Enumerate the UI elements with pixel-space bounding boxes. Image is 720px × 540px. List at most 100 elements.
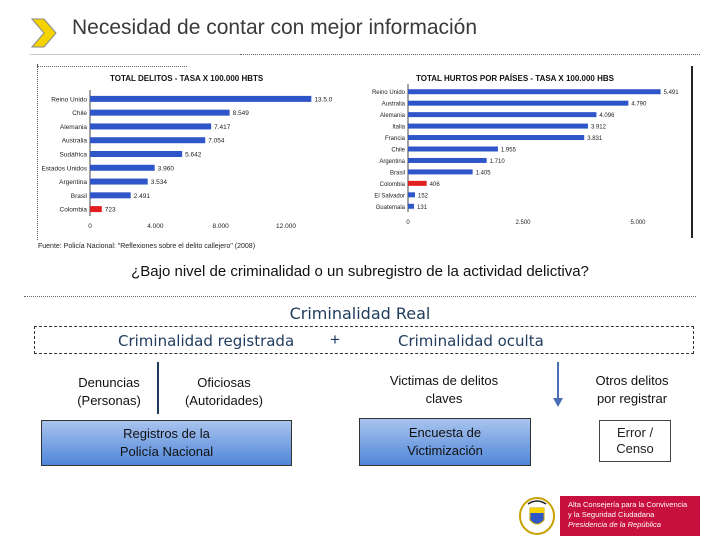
data-label: 131 bbox=[417, 205, 428, 211]
bar bbox=[408, 203, 415, 209]
category-label: Brasil bbox=[71, 193, 88, 200]
question-text: ¿Bajo nivel de criminalidad o un subregi… bbox=[131, 263, 589, 280]
plus-sign: + bbox=[330, 330, 340, 349]
denuncias-line-1: Denuncias bbox=[78, 375, 140, 390]
criminalidad-registrada-label: Criminalidad registrada bbox=[118, 332, 295, 350]
error-line-2: Censo bbox=[616, 441, 654, 456]
registros-line-2: Policía Nacional bbox=[119, 444, 214, 459]
data-label: 3.912 bbox=[591, 125, 607, 131]
category-label: Estados Unidos bbox=[41, 165, 87, 172]
category-label: Argentina bbox=[59, 179, 87, 186]
denuncias-line-2: (Personas) bbox=[77, 393, 141, 408]
header-divider bbox=[240, 54, 700, 55]
category-label: Brasil bbox=[390, 170, 405, 176]
category-label: Sudáfrica bbox=[60, 152, 88, 159]
data-label: 3.534 bbox=[151, 179, 168, 186]
oficiosas-line-1: Oficiosas bbox=[197, 375, 251, 390]
tick-label: 0 bbox=[406, 220, 410, 226]
chevron-right-icon bbox=[30, 18, 57, 48]
header-divider-left bbox=[30, 54, 240, 55]
chart-total-delitos-svg: Reino Unido 13.5.0 Chile 8.549 Alemania 7.417… bbox=[41, 90, 333, 230]
data-label: 1.955 bbox=[501, 148, 517, 154]
source-note: Fuente: Policía Nacional: "Reflexiones s… bbox=[38, 243, 256, 250]
tick-label: 8.000 bbox=[213, 223, 230, 230]
data-label: 7.417 bbox=[214, 124, 231, 131]
category-label: Reino Unido bbox=[51, 96, 87, 103]
data-label: 4.096 bbox=[599, 113, 615, 119]
category-label: Italia bbox=[392, 125, 405, 131]
category-label: Alemania bbox=[60, 124, 87, 131]
category-label: Guatemala bbox=[376, 205, 406, 211]
bar bbox=[408, 123, 588, 129]
tick-label: 12.000 bbox=[276, 223, 296, 230]
chart-title: TOTAL DELITOS - TASA X 100.000 HBTS bbox=[110, 74, 264, 83]
oficiosas-line-2: (Autoridades) bbox=[184, 393, 264, 408]
data-label: 5.642 bbox=[185, 152, 202, 159]
bar bbox=[408, 180, 427, 186]
logo-line-2: y la Seguridad Ciudadana bbox=[568, 510, 655, 519]
criminalidad-oculta-label: Criminalidad oculta bbox=[398, 332, 544, 350]
bar bbox=[90, 192, 131, 199]
otros-line-2: por registrar bbox=[596, 391, 668, 406]
victimas-line-1: Victimas de delitos bbox=[389, 373, 499, 388]
question-divider bbox=[24, 296, 696, 297]
vertical-connector bbox=[157, 362, 159, 414]
bar bbox=[90, 178, 148, 185]
institution-logo: Alta Consejería para la Convivencia y la… bbox=[560, 496, 700, 536]
bar bbox=[408, 169, 473, 175]
chart-total-hurtos: TOTAL HURTOS POR PAÍSES - TASA X 100.000… bbox=[366, 66, 693, 238]
bar bbox=[90, 123, 212, 130]
data-label: 13.5.0 bbox=[314, 96, 332, 103]
category-label: Reino Unido bbox=[372, 90, 406, 96]
encuesta-victimizacion-box: Encuesta de Victimización bbox=[359, 418, 531, 466]
category-label: Argentina bbox=[379, 159, 405, 165]
coat-of-arms-icon bbox=[519, 497, 555, 535]
encuesta-line-2: Victimización bbox=[407, 443, 483, 458]
data-label: 4.790 bbox=[631, 102, 647, 108]
data-label: 8.549 bbox=[233, 110, 250, 117]
error-line-1: Error / bbox=[616, 425, 654, 440]
bar bbox=[90, 137, 206, 144]
bar bbox=[90, 164, 155, 171]
encuesta-line-1: Encuesta de bbox=[408, 425, 482, 440]
data-label: 7.054 bbox=[208, 138, 225, 145]
victimas-label: Victimas de delitos claves bbox=[356, 372, 532, 408]
data-label: 3.960 bbox=[158, 165, 175, 172]
chart-left-border bbox=[37, 64, 39, 240]
page-title: Necesidad de contar con mejor informació… bbox=[72, 16, 478, 39]
tick-label: 4.000 bbox=[147, 223, 164, 230]
data-label: 1.405 bbox=[476, 170, 492, 176]
data-label: 152 bbox=[418, 193, 429, 199]
category-label: Australia bbox=[62, 138, 88, 145]
category-label: Australia bbox=[382, 102, 406, 108]
data-label: 723 bbox=[105, 207, 116, 214]
denuncias-label: Denuncias (Personas) bbox=[62, 374, 156, 410]
bar bbox=[408, 192, 415, 198]
category-label: El Salvador bbox=[374, 193, 405, 199]
arrow-down-icon bbox=[553, 362, 563, 407]
tick-label: 2.500 bbox=[515, 220, 531, 226]
chart-top-border bbox=[37, 66, 187, 67]
category-label: Colombia bbox=[60, 207, 88, 214]
data-label: 3.831 bbox=[587, 136, 603, 142]
bar bbox=[90, 151, 183, 157]
oficiosas-label: Oficiosas (Autoridades) bbox=[166, 374, 282, 410]
bar bbox=[408, 135, 585, 141]
logo-line-3: Presidencia de la República bbox=[568, 520, 661, 529]
tick-label: 0 bbox=[88, 223, 92, 230]
bar bbox=[90, 206, 102, 213]
data-label: 1.710 bbox=[490, 159, 506, 165]
otros-line-1: Otros delitos bbox=[595, 373, 669, 388]
data-label: 406 bbox=[430, 182, 441, 188]
logo-line-1: Alta Consejería para la Convivencia bbox=[568, 500, 688, 509]
category-label: Francia bbox=[385, 136, 406, 142]
criminalidad-dashed-box bbox=[34, 326, 694, 354]
category-label: Colombia bbox=[380, 182, 406, 188]
data-label: 5.491 bbox=[664, 90, 680, 96]
bar bbox=[408, 146, 498, 152]
tick-label: 5.000 bbox=[630, 220, 646, 226]
bar bbox=[408, 89, 661, 95]
bar bbox=[408, 112, 597, 118]
category-label: Chile bbox=[72, 110, 87, 117]
chart-total-hurtos-svg: Reino Unido 5.491 Australia 4.790 Alemania 4.… bbox=[372, 84, 680, 226]
